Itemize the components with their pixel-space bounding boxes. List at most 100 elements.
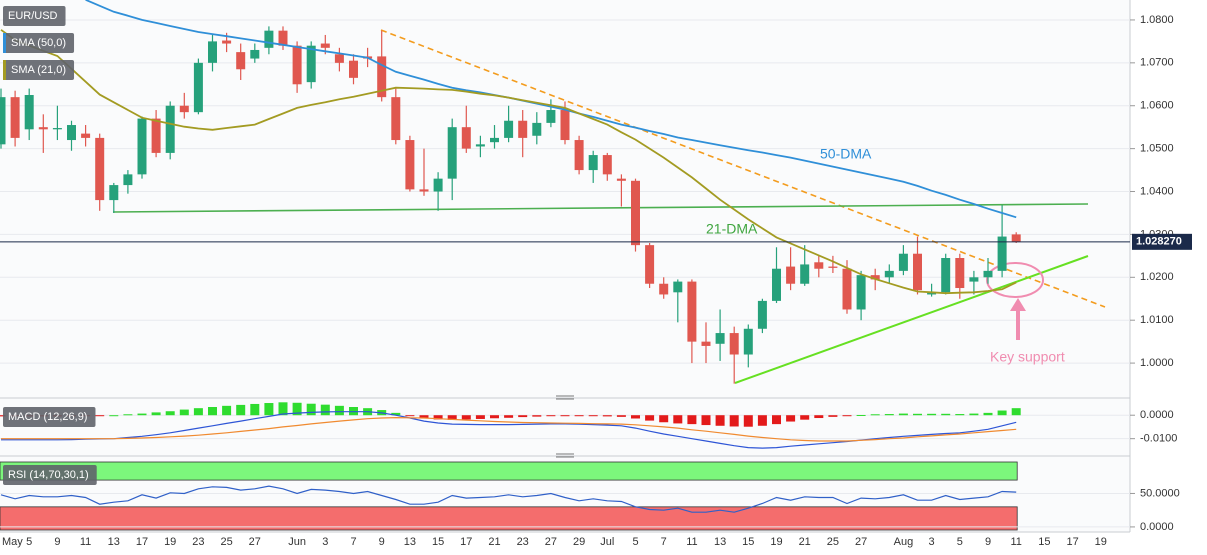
candle-body: [1011, 234, 1021, 242]
candle-body: [306, 45, 316, 83]
x-tick-label: 19: [770, 536, 782, 548]
candle-body: [659, 283, 669, 295]
candle-body: [800, 264, 810, 284]
histogram-bar: [913, 413, 922, 416]
legend-swatch: [3, 60, 6, 80]
y-tick-label: 1.0200: [1140, 271, 1174, 283]
candle-body: [151, 118, 161, 153]
histogram-bar: [969, 413, 979, 416]
x-tick-label: 27: [855, 536, 867, 548]
candle-body: [927, 292, 937, 295]
histogram-bar: [842, 415, 852, 417]
x-tick-label: 15: [742, 536, 754, 548]
legend-item: SMA (50,0): [3, 33, 75, 53]
histogram-bar: [856, 414, 866, 416]
legend-label: EUR/USD: [8, 10, 58, 22]
histogram-bar: [518, 415, 528, 418]
annotation: 50-DMA: [820, 146, 872, 162]
histogram-bar: [320, 404, 330, 416]
histogram-bar: [222, 405, 232, 416]
legend-box: [3, 407, 96, 427]
candle-body: [264, 30, 274, 48]
histogram-bar: [574, 415, 584, 417]
histogram-bar: [292, 402, 302, 416]
panel-grip: [556, 395, 574, 458]
candle-body: [67, 125, 76, 141]
histogram-bar: [236, 404, 246, 416]
candle-body: [955, 258, 965, 289]
legend-swatch: [3, 33, 6, 53]
candle-body: [631, 180, 640, 246]
x-tick-label: 11: [80, 536, 91, 548]
x-tick-label: 17: [460, 536, 472, 548]
x-tick-label: 11: [686, 536, 697, 548]
candle-body: [504, 120, 514, 138]
candle-body: [913, 253, 922, 291]
histogram-bar: [631, 415, 640, 419]
candle-body: [391, 97, 401, 141]
histogram-bar: [729, 415, 739, 427]
candle-body: [10, 97, 20, 138]
legend-item: SMA (21,0): [3, 60, 75, 80]
candle-body: [137, 118, 147, 175]
histogram-bar: [504, 415, 514, 418]
last-price-label: 1.028270: [1136, 236, 1182, 248]
legend-box: [3, 6, 66, 26]
histogram-bar: [193, 408, 203, 416]
candle-body: [969, 277, 979, 282]
candle-body: [786, 266, 796, 284]
candle-body: [475, 144, 485, 147]
legend-label: MACD (12,26,9): [8, 411, 87, 423]
x-tick-label: Jul: [600, 536, 614, 548]
legend-label: SMA (21,0): [11, 64, 66, 76]
histogram-bar: [588, 415, 598, 417]
histogram-bar: [165, 411, 175, 416]
legend-label: RSI (14,70,30,1): [8, 469, 89, 481]
y-tick-label: 1.0600: [1140, 100, 1174, 112]
histogram-bar: [419, 415, 429, 419]
moving-average-line: [85, 0, 1017, 219]
oversold-band: [0, 506, 1018, 531]
candle-body: [222, 40, 232, 44]
x-tick-label: 11: [1010, 536, 1021, 548]
candle-body: [715, 333, 725, 344]
candle-body: [81, 133, 91, 138]
x-tick-label: 29: [573, 536, 585, 548]
candle-body: [38, 127, 48, 130]
histogram-bar: [109, 415, 119, 417]
candle-body: [884, 270, 894, 278]
histogram-bar: [123, 414, 133, 416]
x-tick-label: 23: [517, 536, 529, 548]
x-tick-label: 27: [249, 536, 261, 548]
macd-line: [1, 416, 1017, 442]
candle-body: [236, 52, 246, 70]
candle-body: [983, 270, 993, 278]
overbought-band: [0, 461, 1018, 481]
candle-body: [616, 178, 626, 181]
candle-body: [814, 262, 824, 269]
histogram-bar: [997, 410, 1007, 416]
x-tick-label: 9: [54, 536, 60, 548]
histogram-bar: [743, 415, 753, 427]
x-tick-label: 25: [220, 536, 232, 548]
x-tick-label: 3: [929, 536, 935, 548]
histogram-bar: [179, 409, 189, 416]
candle-body: [828, 266, 838, 268]
x-tick-label: 9: [379, 536, 385, 548]
candle-body: [560, 110, 570, 141]
candle-body: [645, 245, 655, 284]
x-tick-label: Jun: [288, 536, 306, 548]
histogram-bar: [659, 415, 669, 423]
candle-body: [250, 49, 260, 59]
falling-trendline: [380, 29, 1106, 308]
histogram-bar: [560, 415, 570, 417]
candle-body: [870, 275, 880, 280]
candle-body: [941, 258, 951, 293]
histogram-bar: [306, 403, 316, 416]
legend-box: [3, 33, 75, 53]
legend-box: [3, 465, 97, 485]
candle-body: [701, 341, 711, 346]
candle-body: [208, 41, 217, 63]
